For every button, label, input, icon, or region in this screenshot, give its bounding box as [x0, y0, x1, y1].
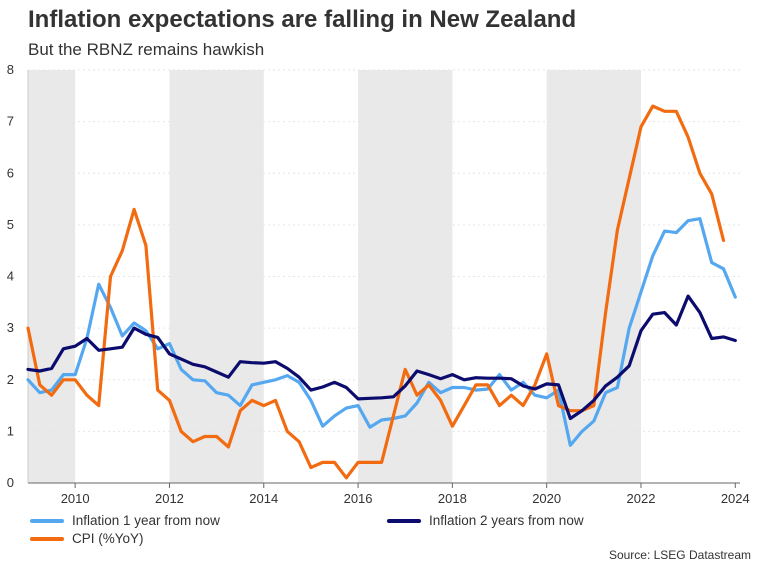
x-tick-label: 2014 — [249, 491, 278, 506]
x-tick-label: 2018 — [438, 491, 467, 506]
shaded-band — [28, 70, 76, 483]
y-tick-label: 0 — [7, 475, 14, 490]
y-tick-label: 6 — [7, 165, 14, 180]
x-tick-label: 2012 — [155, 491, 184, 506]
y-tick-label: 5 — [7, 217, 14, 232]
chart-subtitle: But the RBNZ remains hawkish — [28, 40, 265, 59]
x-tick-label: 2024 — [721, 491, 750, 506]
source-note: Source: LSEG Datastream — [608, 548, 751, 562]
legend-item-infl1: Inflation 1 year from now — [30, 513, 220, 528]
series-lines — [26, 104, 737, 480]
gridlines — [27, 69, 740, 484]
legend-item-cpi: CPI (%YoY) — [30, 531, 144, 546]
legend-swatch-cpi — [30, 536, 64, 541]
y-tick-label: 4 — [7, 269, 14, 284]
series-line-cpi — [26, 104, 726, 480]
legend-label-cpi: CPI (%YoY) — [72, 531, 144, 546]
x-tick-label: 2010 — [61, 491, 90, 506]
legend-swatch-infl2 — [387, 518, 421, 523]
y-tick-label: 8 — [7, 62, 14, 77]
x-tick-label: 2022 — [627, 491, 656, 506]
y-tick-label: 1 — [7, 423, 14, 438]
y-tick-label: 7 — [7, 114, 14, 129]
legend-label-infl1: Inflation 1 year from now — [72, 513, 220, 528]
series-line-infl1 — [26, 217, 737, 447]
legend-item-infl2: Inflation 2 years from now — [387, 513, 584, 528]
y-axis-ticks: 0 1 2 3 4 5 6 7 8 — [7, 62, 14, 490]
x-tick-label: 2016 — [344, 491, 373, 506]
chart-title: Inflation expectations are falling in Ne… — [28, 6, 577, 33]
y-tick-label: 3 — [7, 320, 14, 335]
series-line-infl2 — [26, 294, 737, 421]
x-tick-label: 2020 — [532, 491, 561, 506]
legend-label-infl2: Inflation 2 years from now — [429, 513, 584, 528]
y-tick-label: 2 — [7, 372, 14, 387]
x-axis-ticks: 2010 2012 2014 2016 2018 2020 2022 2024 — [61, 483, 750, 506]
legend-swatch-infl1 — [30, 518, 64, 523]
